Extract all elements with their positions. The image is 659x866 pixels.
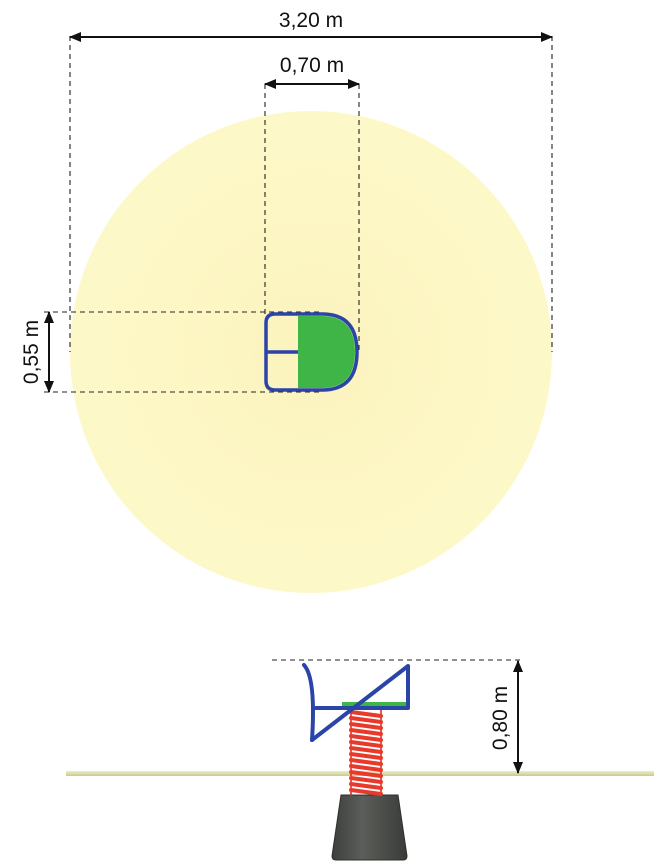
frame-top-view — [264, 312, 359, 392]
concrete-base — [331, 794, 408, 861]
dimension-total-width: 3,20 m — [279, 9, 343, 32]
seat-side-view — [342, 702, 408, 708]
spring — [349, 708, 383, 796]
top-view: 3,20 m 0,70 m 0,55 m — [20, 9, 553, 593]
seat-top-view — [298, 316, 355, 388]
dimension-seat-width: 0,70 m — [280, 54, 344, 77]
frame-side-view — [302, 663, 410, 742]
dimension-height: 0,80 m — [489, 686, 512, 750]
dimension-seat-depth: 0,55 m — [20, 320, 43, 384]
side-view: 0,80 m — [66, 659, 654, 861]
